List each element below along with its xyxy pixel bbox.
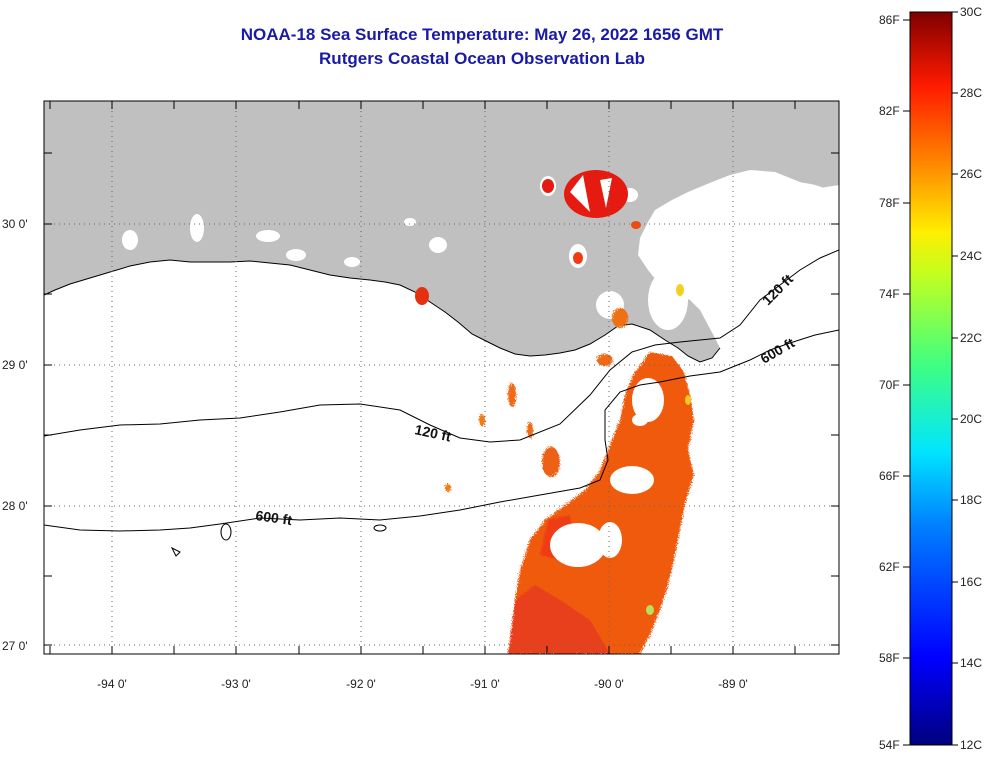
colorbar-c-label: 22C (960, 331, 982, 345)
bathymetry-contours (44, 249, 839, 557)
colorbar-c-label: 14C (960, 656, 982, 670)
lat-label: 30 0' (2, 217, 28, 231)
lon-label: -89 0' (718, 677, 748, 691)
colorbar-c-label: 30C (960, 5, 982, 19)
colorbar-c-label: 18C (960, 493, 982, 507)
contour-label: 120 ft (413, 421, 452, 444)
land-mass (44, 101, 839, 362)
colorbar-f-label: 66F (879, 469, 900, 483)
contour-label: 600 ft (255, 507, 294, 528)
colorbar (909, 11, 953, 746)
colorbar-c-label: 20C (960, 412, 982, 426)
lon-label: -94 0' (97, 677, 127, 691)
sst-field (445, 308, 694, 654)
map-title: NOAA-18 Sea Surface Temperature: May 26,… (240, 25, 724, 44)
lake-sst-patches (415, 170, 684, 305)
colorbar-f-label: 82F (879, 104, 900, 118)
lon-label: -91 0' (470, 677, 500, 691)
colorbar-f-label: 74F (879, 287, 900, 301)
colorbar-f-label: 54F (879, 738, 900, 752)
colorbar-c-label: 28C (960, 86, 982, 100)
colorbar-c-label: 24C (960, 249, 982, 263)
lat-label: 28 0' (2, 499, 28, 513)
lat-label: 27 0' (2, 639, 28, 653)
colorbar-f-label: 70F (879, 378, 900, 392)
graticule (44, 101, 839, 654)
colorbar-f-label: 78F (879, 196, 900, 210)
colorbar-f-label: 86F (879, 13, 900, 27)
colorbar-c-label: 16C (960, 575, 982, 589)
axis-ticks (44, 101, 839, 654)
colorbar-c-label: 26C (960, 167, 982, 181)
colorbar-f-label: 58F (879, 651, 900, 665)
lon-label: -92 0' (346, 677, 376, 691)
lat-label: 29 0' (2, 358, 28, 372)
lon-label: -93 0' (221, 677, 251, 691)
colorbar-c-label: 12C (960, 738, 982, 752)
map-subtitle: Rutgers Coastal Ocean Observation Lab (319, 49, 645, 68)
lon-label: -90 0' (594, 677, 624, 691)
colorbar-f-label: 62F (879, 560, 900, 574)
